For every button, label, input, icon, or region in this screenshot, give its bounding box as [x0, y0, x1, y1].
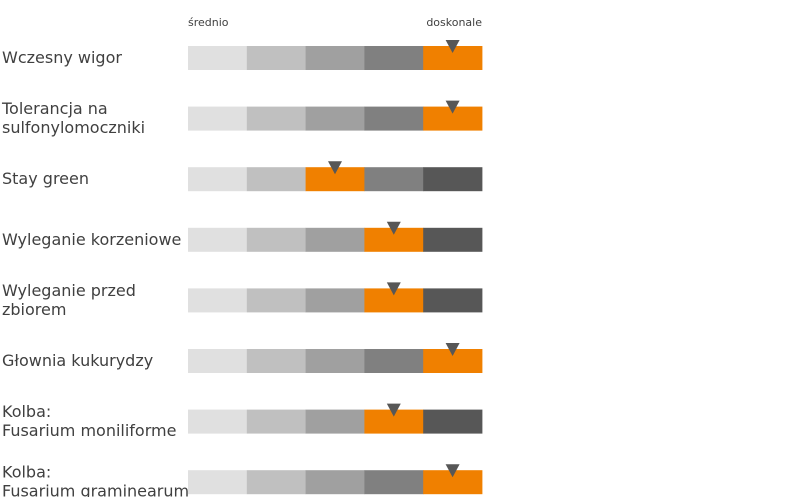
rating-segment: [423, 227, 483, 252]
rating-segment: [423, 409, 483, 434]
rating-row: Wczesny wigor: [2, 40, 483, 70]
rating-segment: [246, 288, 306, 313]
row-label: sulfonylomoczniki: [2, 118, 145, 137]
rating-row: Stay green: [2, 161, 483, 192]
row-label: Wyleganie przed: [2, 281, 136, 300]
rating-segment: [364, 470, 424, 495]
rating-marker: [445, 40, 460, 53]
row-label: Fusarium moniliforme: [2, 421, 176, 440]
rating-segment: [188, 46, 248, 70]
rating-segment: [188, 470, 248, 495]
rating-segment: [246, 106, 306, 131]
rating-segment: [305, 106, 365, 131]
rating-segment: [364, 46, 424, 70]
rating-marker: [445, 464, 460, 478]
rating-segment: [188, 106, 248, 131]
rating-segment: [188, 227, 248, 252]
rating-marker: [386, 221, 401, 235]
rating-segment: [246, 409, 306, 434]
rating-segment: [423, 167, 483, 192]
rating-segment: [246, 167, 306, 192]
rating-segment: [305, 409, 365, 434]
rating-marker: [386, 403, 401, 417]
row-label: Fusarium graminearum: [2, 482, 189, 497]
rating-segment: [305, 349, 365, 373]
row-label: zbiorem: [2, 300, 66, 319]
row-label: Wyleganie korzeniowe: [2, 230, 181, 249]
rating-marker: [445, 100, 460, 114]
rating-marker: [328, 161, 342, 175]
rating-segment: [246, 470, 306, 495]
rating-segment: [305, 288, 365, 313]
rating-segment: [246, 46, 306, 70]
row-label: Kolba:: [2, 463, 51, 482]
rating-segment: [188, 349, 248, 373]
rating-row: Wyleganie korzeniowe: [2, 221, 483, 252]
row-label: Kolba:: [2, 402, 51, 421]
rating-row: Głownia kukurydzy: [2, 343, 483, 373]
rating-segment: [364, 349, 424, 373]
row-label: Głownia kukurydzy: [2, 351, 153, 370]
row-label: Wczesny wigor: [2, 48, 122, 67]
scale-label-low: średnio: [188, 16, 229, 29]
rating-segment: [423, 288, 483, 313]
rating-row: Kolba:Fusarium graminearum: [2, 463, 483, 497]
scale-label-high: doskonale: [426, 16, 482, 29]
rating-segment: [188, 167, 248, 192]
rating-segment: [188, 409, 248, 434]
rating-segment: [305, 227, 365, 252]
rating-segment: [246, 349, 306, 373]
rating-segment: [305, 46, 365, 70]
rating-segment: [188, 288, 248, 313]
rating-segment: [246, 227, 306, 252]
rating-row: Kolba:Fusarium moniliforme: [2, 402, 483, 440]
rating-segment: [305, 470, 365, 495]
row-label: Tolerancja na: [1, 99, 108, 118]
rating-rows: Wczesny wigor Tolerancja nasulfonylomoczn…: [1, 40, 483, 497]
row-label: Stay green: [2, 169, 89, 188]
rating-marker: [386, 282, 401, 296]
rating-marker: [445, 343, 460, 356]
rating-segment: [364, 106, 424, 131]
rating-segment: [364, 167, 424, 192]
